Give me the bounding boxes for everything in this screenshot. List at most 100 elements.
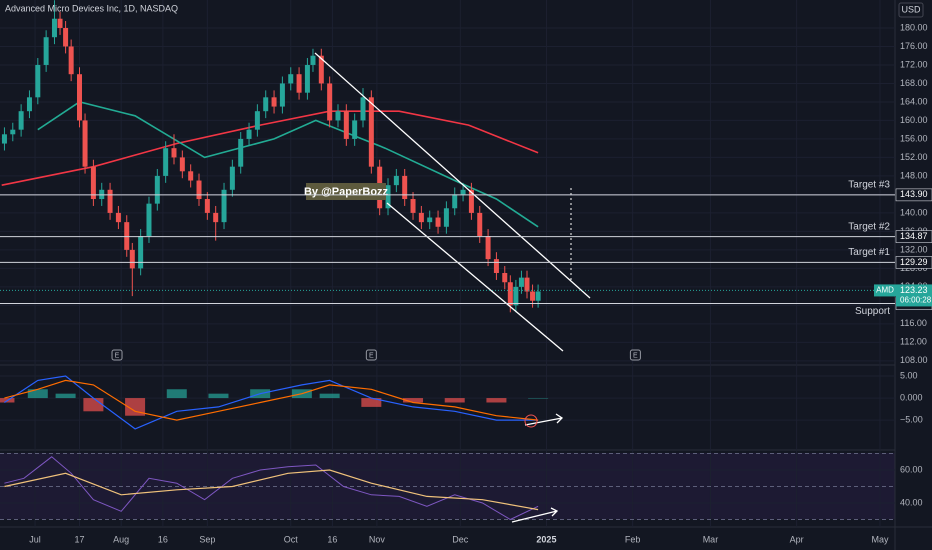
candle-body (263, 97, 269, 112)
candle-body (76, 74, 82, 121)
countdown: 06:00:28 (900, 296, 932, 305)
candle-body (360, 97, 366, 121)
y-tick-label: −5.00 (900, 414, 923, 424)
x-tick-label: Aug (113, 534, 129, 544)
candle-body (530, 291, 536, 301)
level-tag (895, 230, 932, 243)
candle-body (68, 46, 74, 75)
candle-body (368, 97, 374, 167)
macd-histogram-bar (83, 398, 104, 412)
x-tick-label: 2025 (536, 534, 556, 544)
candle-body (385, 185, 391, 209)
candle-body (410, 199, 416, 213)
candle-body (146, 203, 152, 237)
x-tick-label: Mar (703, 534, 719, 544)
candle-body (343, 111, 349, 139)
level-label: 143.90 (900, 189, 928, 199)
candle-body (518, 277, 524, 287)
candle-body (129, 249, 135, 269)
macd-histogram-bar (208, 393, 229, 399)
candle-body (271, 97, 277, 107)
candle-body (310, 55, 316, 65)
channel-line (314, 52, 591, 299)
macd-histogram-bar (125, 398, 146, 416)
candle-body (107, 189, 113, 213)
candle-body (26, 97, 32, 112)
candle-body (221, 189, 227, 223)
x-tick-label: Nov (369, 534, 386, 544)
candle-body (513, 286, 519, 306)
candle-body (124, 222, 130, 250)
y-tick-label: 160.00 (900, 115, 928, 125)
candle-body (90, 166, 96, 200)
y-tick-label: 140.00 (900, 207, 928, 217)
candle-body (204, 199, 210, 213)
event-marker (365, 349, 377, 361)
candle-body (238, 138, 244, 167)
candle-body (507, 282, 513, 306)
candle-body (10, 129, 16, 135)
x-tick-label: Oct (284, 534, 299, 544)
candle-body (246, 129, 252, 139)
candle-body (452, 194, 458, 209)
x-tick-label: Feb (625, 534, 641, 544)
candle-body (335, 111, 341, 121)
candle-body (402, 175, 408, 200)
candle-body (82, 120, 88, 167)
candle-body (296, 74, 302, 93)
candle-body (493, 259, 499, 273)
y-tick-label: 148.00 (900, 170, 928, 180)
candle-body (427, 217, 433, 223)
candle-body (179, 157, 185, 172)
macd-histogram-bar (166, 389, 187, 399)
y-tick-label: 0.000 (900, 392, 923, 402)
event-label: E (115, 352, 120, 359)
rsi-line (4, 456, 539, 521)
currency-box[interactable] (898, 2, 924, 18)
chart-title: Advanced Micro Devices Inc, 1D, NASDAQ (5, 3, 178, 13)
macd-histogram-bar (319, 393, 340, 399)
candle-body (35, 64, 41, 98)
x-tick-label: Jul (29, 534, 41, 544)
candle-body (188, 171, 194, 181)
macd-line (4, 375, 539, 430)
moving-average (37, 101, 539, 228)
candle-body (418, 212, 424, 223)
x-tick-label: 16 (327, 534, 337, 544)
event-label: E (369, 352, 374, 359)
x-tick-label: 17 (74, 534, 84, 544)
level-name: Target #2 (848, 221, 890, 232)
rsi-band-fill (0, 453, 895, 519)
y-tick-label: 112.00 (900, 337, 927, 347)
arrow (524, 413, 564, 426)
macd-histogram-bar (55, 393, 76, 399)
candle-body (318, 55, 324, 84)
y-tick-label: 40.00 (900, 497, 923, 507)
macd-histogram-bar (403, 398, 424, 403)
moving-average (1, 110, 539, 186)
x-tick-label: Apr (790, 534, 804, 544)
macd-histogram-bar (444, 398, 465, 403)
macd-histogram-bar (361, 398, 382, 407)
candle-body (115, 212, 121, 223)
channel-line (386, 202, 564, 352)
candle-body (196, 180, 202, 200)
candle-body (288, 74, 294, 84)
candle-body (43, 37, 49, 65)
candle-body (485, 236, 491, 260)
candle-body (57, 18, 63, 28)
y-tick-label: 168.00 (900, 78, 928, 88)
level-tag (895, 188, 932, 202)
plot (0, 0, 895, 527)
candle-body (393, 175, 399, 186)
x-tick-label: 16 (158, 534, 168, 544)
candle-body (327, 83, 333, 121)
y-tick-label: 164.00 (900, 96, 928, 106)
last-symbol: AMD (876, 286, 894, 295)
level-name: Target #1 (848, 247, 890, 258)
x-tick-label: Dec (452, 534, 469, 544)
macd-histogram-bar (528, 398, 549, 399)
event-marker (111, 349, 123, 361)
candle-body (435, 217, 441, 227)
